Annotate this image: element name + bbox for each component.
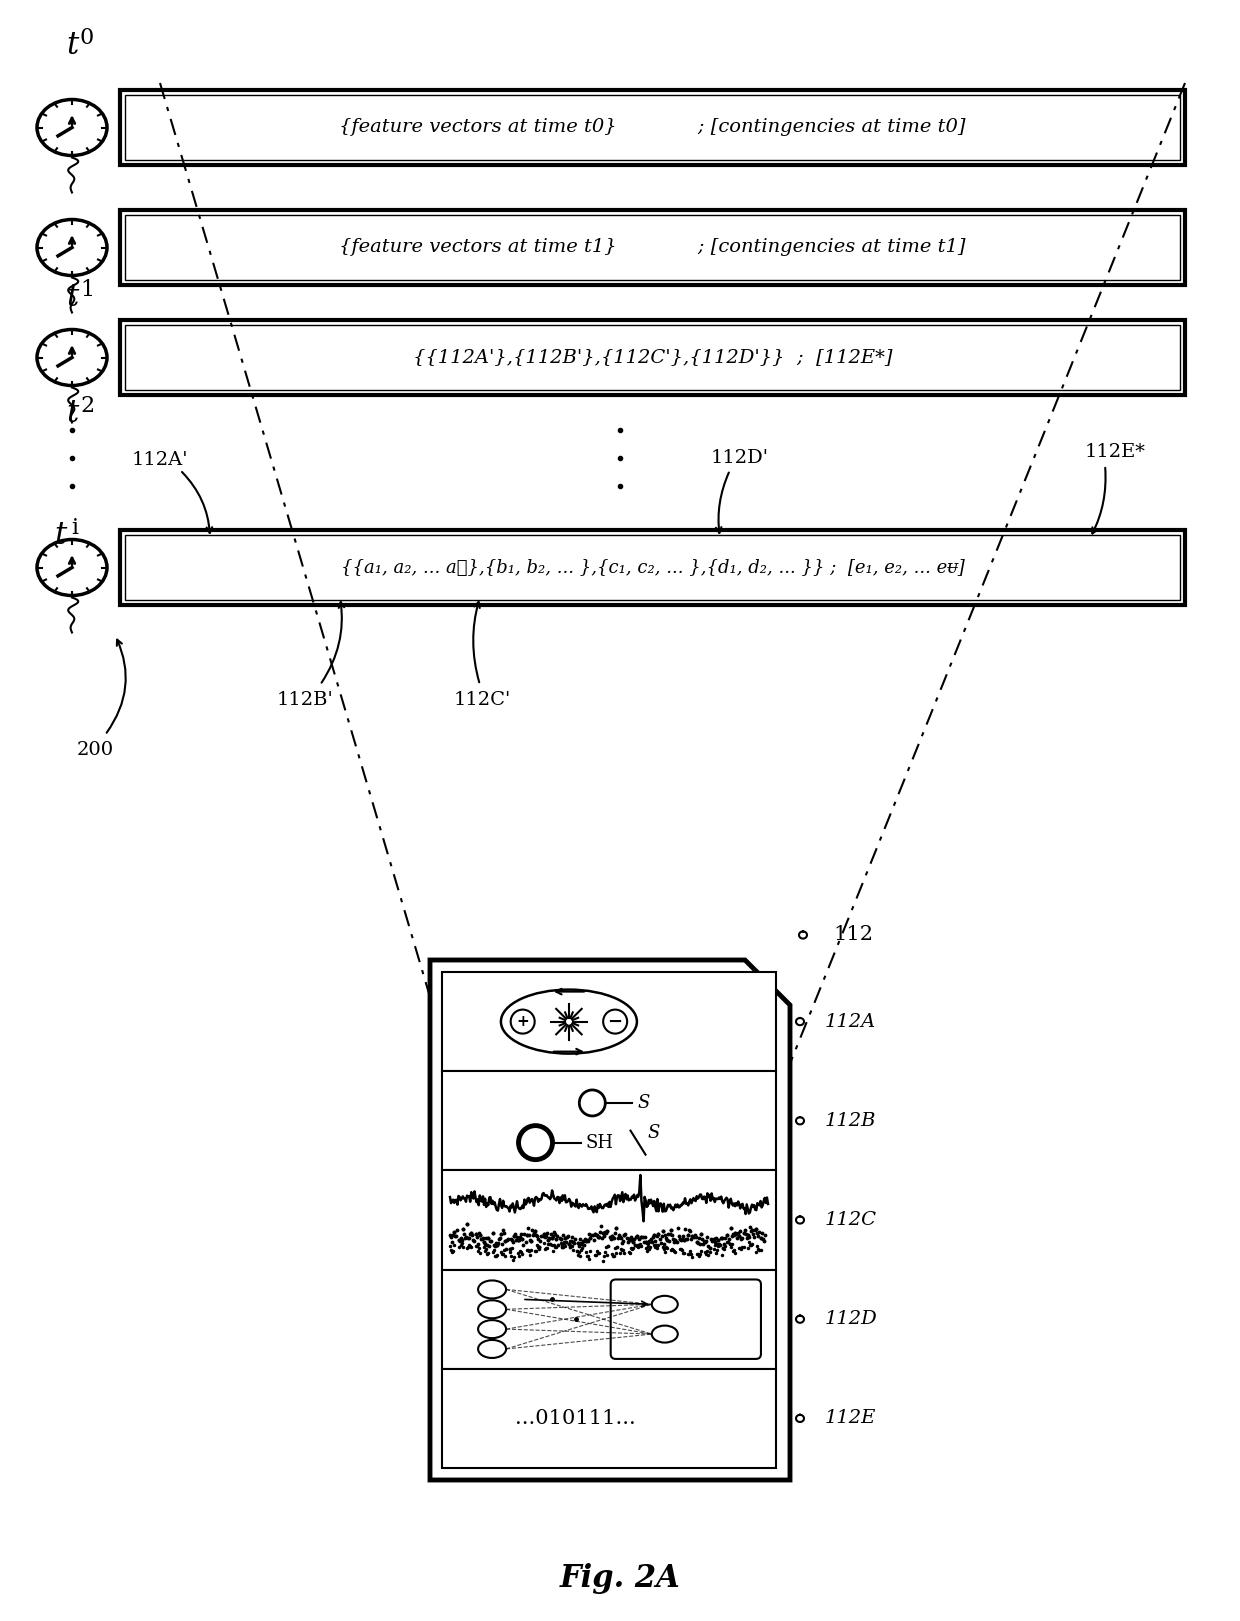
Bar — [441, 1269, 776, 1368]
Text: t: t — [66, 282, 78, 313]
Text: {feature vectors at time t0}             ; [contingencies at time t0]: {feature vectors at time t0} ; [continge… — [340, 118, 966, 136]
Bar — [120, 211, 1185, 285]
Bar — [120, 530, 1185, 605]
Text: 112C: 112C — [825, 1211, 877, 1229]
Text: {{112A'},{112B'},{112C'},{112D'}}  ;  [112E*]: {{112A'},{112B'},{112C'},{112D'}} ; [112… — [413, 349, 893, 366]
Text: +: + — [516, 1015, 529, 1029]
Bar — [125, 216, 1180, 280]
Bar — [120, 319, 1185, 396]
Text: ...010111...: ...010111... — [516, 1409, 636, 1428]
Text: S: S — [647, 1123, 660, 1141]
Text: 112E: 112E — [825, 1409, 877, 1428]
Text: 112B: 112B — [825, 1112, 877, 1130]
Text: {feature vectors at time t1}             ; [contingencies at time t1]: {feature vectors at time t1} ; [continge… — [340, 238, 966, 256]
Text: 112B': 112B' — [277, 691, 334, 708]
Text: 2: 2 — [79, 396, 94, 417]
Text: 112E*: 112E* — [1085, 443, 1146, 460]
Text: 112: 112 — [833, 926, 873, 945]
Text: t: t — [66, 397, 78, 428]
Text: 112D: 112D — [825, 1310, 878, 1328]
Polygon shape — [430, 960, 790, 1480]
Text: 112A': 112A' — [131, 451, 188, 468]
Text: 1: 1 — [79, 279, 94, 302]
Text: 112D': 112D' — [711, 449, 769, 467]
Bar — [120, 91, 1185, 165]
Text: t: t — [53, 519, 66, 551]
Bar — [125, 324, 1180, 391]
Bar — [441, 1071, 776, 1170]
Text: −: − — [608, 1013, 622, 1031]
Text: S: S — [637, 1094, 650, 1112]
Bar — [441, 1170, 776, 1269]
Text: 0: 0 — [79, 28, 94, 49]
Text: t: t — [66, 29, 78, 60]
Text: 200: 200 — [77, 741, 114, 759]
Text: {{a₁, a₂, ... aᵱ},{b₁, b₂, ... },{c₁, c₂, ... },{d₁, d₂, ... }} ;  [e₁, e₂, ... : {{a₁, a₂, ... aᵱ},{b₁, b₂, ... },{c₁, c₂… — [341, 559, 965, 577]
Text: 112A: 112A — [825, 1013, 877, 1031]
Text: Fig. 2A: Fig. 2A — [559, 1563, 681, 1593]
Text: i: i — [72, 517, 78, 540]
Bar — [125, 535, 1180, 600]
FancyBboxPatch shape — [610, 1279, 761, 1358]
Bar — [441, 973, 776, 1071]
Bar — [125, 96, 1180, 160]
Text: 112C': 112C' — [454, 691, 511, 708]
Text: SH: SH — [585, 1133, 614, 1151]
Bar — [441, 1368, 776, 1469]
